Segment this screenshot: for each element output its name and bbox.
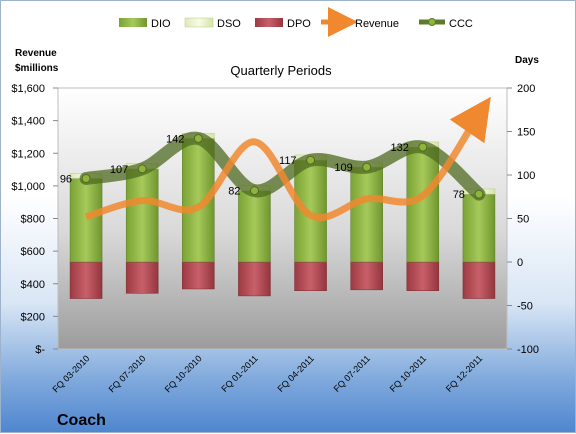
legend-label-dio: DIO [151, 18, 171, 30]
legend-label-dso: DSO [217, 18, 241, 30]
chart-title: Quarterly Periods [230, 63, 332, 78]
bar-dpo [462, 261, 496, 299]
ccc-point [193, 133, 203, 143]
lines-group: 96 107 142 82 117 109 132 78 [60, 96, 491, 221]
ccc-point [418, 142, 428, 152]
ccc-point [81, 173, 91, 183]
legend-label-revenue: Revenue [355, 18, 399, 30]
bar-dio [238, 190, 271, 263]
bar-dio [294, 159, 327, 263]
left-tick-label: $1,600 [11, 83, 45, 95]
bar-dio [462, 193, 496, 263]
bar-dpo [69, 261, 103, 299]
category-label: FQ 10-2011 [388, 353, 429, 394]
legend-swatch-dso [184, 17, 214, 28]
left-axis-title-line2: $millions [15, 63, 59, 74]
category-labels: FQ 03-2010 FQ 07-2010 FQ 10-2010 FQ 01-2011… [50, 353, 484, 394]
ccc-point [306, 155, 316, 165]
right-tick-label: 200 [517, 83, 535, 95]
left-tick-label: $800 [21, 214, 45, 226]
ccc-point [362, 162, 372, 172]
bar-dio [125, 168, 159, 263]
right-tick-label: 100 [517, 170, 535, 182]
plot-area [57, 87, 508, 350]
ccc-data-label: 82 [228, 186, 240, 198]
right-tick-label: 50 [517, 214, 529, 226]
category-label: FQ 04-2011 [275, 353, 316, 394]
ccc-data-label: 78 [453, 189, 465, 201]
ccc-data-label: 132 [390, 142, 408, 154]
left-axis-title-line1: Revenue [15, 48, 57, 59]
bar-dpo [350, 261, 383, 291]
bar-dpo [182, 261, 215, 290]
ccc-data-label: 117 [279, 155, 297, 167]
category-label: FQ 07-2010 [107, 353, 148, 394]
category-label: FQ 07-2011 [332, 353, 373, 394]
legend-label-dpo: DPO [287, 18, 311, 30]
left-tick-label: $1,400 [11, 116, 45, 128]
right-tick-label: -100 [517, 344, 539, 356]
right-tick-label: 0 [517, 257, 523, 269]
category-label: FQ 01-2011 [219, 353, 260, 394]
category-label: FQ 10-2010 [163, 353, 204, 394]
ccc-data-label: 142 [166, 133, 184, 145]
left-tick-label: $400 [21, 279, 45, 291]
right-axis-title: Days [515, 55, 539, 66]
ccc-point [474, 189, 484, 199]
ccc-data-label: 96 [60, 173, 72, 185]
bar-dpo [406, 261, 440, 291]
legend-marker-ccc [428, 18, 436, 26]
legend-swatch-dpo [255, 18, 283, 27]
legend: DIO DSO DPO Revenue CCC [119, 7, 473, 37]
left-tick-label: $600 [21, 246, 45, 258]
left-tick-label: $1,000 [11, 181, 45, 193]
legend-label-ccc: CCC [449, 18, 473, 30]
bar-dpo [238, 261, 271, 297]
legend-swatch-dio [119, 18, 147, 27]
left-axis-ticks: $- $200 $400 $600 $800 $1,000 $1,200 $1,400 $1,6… [11, 83, 58, 356]
left-tick-label: $1,200 [11, 148, 45, 160]
bar-dpo [125, 261, 159, 294]
left-tick-label: $- [35, 344, 45, 356]
company-name: Coach [57, 412, 106, 429]
bar-dio [69, 178, 103, 263]
right-tick-label: -50 [517, 301, 533, 313]
bar-dpo [294, 261, 327, 291]
right-tick-label: 150 [517, 127, 535, 139]
left-tick-label: $200 [21, 311, 45, 323]
bar-dio [350, 166, 383, 263]
ccc-point [249, 186, 259, 196]
category-label: FQ 03-2010 [50, 353, 91, 394]
ccc-data-label: 109 [334, 162, 352, 174]
ccc-point [137, 164, 147, 174]
bars-group [69, 132, 496, 299]
ccc-data-label: 107 [110, 164, 128, 176]
right-axis-ticks: -100 -50 0 50 100 150 200 [507, 83, 539, 356]
revenue-line [85, 96, 491, 221]
category-label: FQ 12-2011 [444, 353, 485, 394]
